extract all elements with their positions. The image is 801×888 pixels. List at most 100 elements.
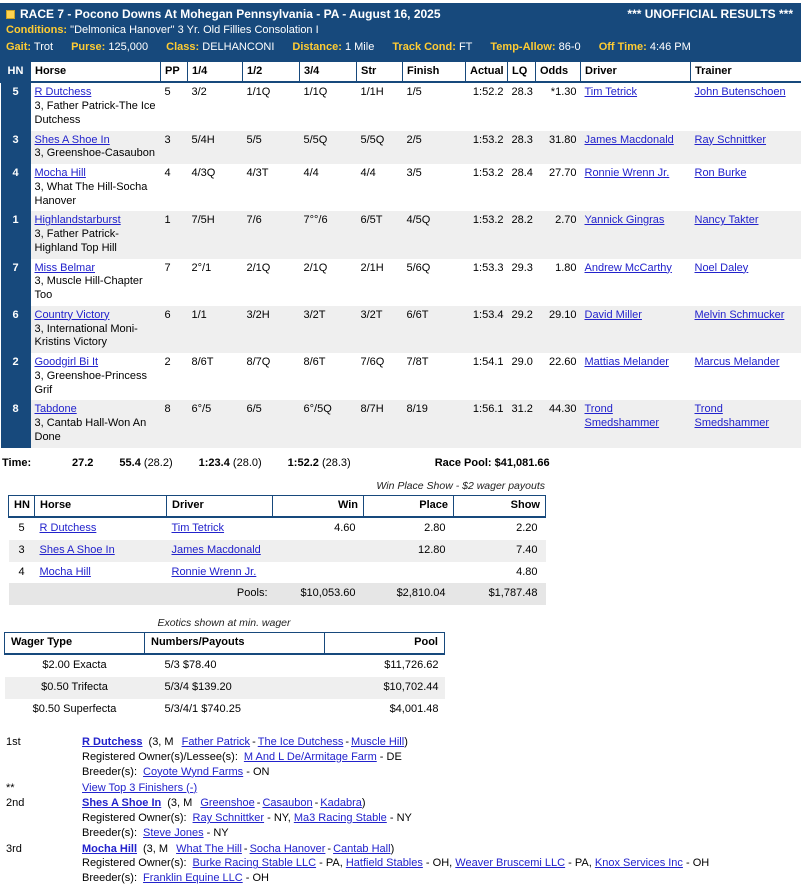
show-payout: 2.20 [454, 517, 546, 540]
horse-link[interactable]: Tabdone [35, 403, 77, 415]
horse-link[interactable]: Shes A Shoe In [35, 134, 110, 146]
driver-cell: Yannick Gingras [581, 211, 691, 258]
actual-time: 1:53.2 [466, 164, 508, 211]
driver-link[interactable]: Mattias Melander [585, 356, 669, 368]
finish-call: 4/5Q [403, 211, 466, 258]
wager-type: $2.00 Exacta [5, 654, 145, 677]
trainer-cell: Melvin Schmucker [691, 306, 801, 353]
info-distance: Distance: 1 Mile [292, 41, 374, 55]
dam-link[interactable]: The Ice Dutchess [258, 736, 344, 748]
wps-col-horse: Horse [35, 496, 167, 517]
wps-section: Win Place Show - $2 wager payouts HN Hor… [8, 480, 545, 605]
sire-link[interactable]: What The Hill [176, 843, 242, 855]
horse-link[interactable]: R Dutchess [82, 736, 143, 748]
trainer-link[interactable]: Marcus Melander [695, 356, 780, 368]
wager-numbers-payout: 5/3 $78.40 [145, 654, 325, 677]
horse-link[interactable]: Mocha Hill [35, 167, 86, 179]
trainer-link[interactable]: Noel Daley [695, 262, 749, 274]
horse-link[interactable]: Goodgirl Bi It [35, 356, 99, 368]
trainer-link[interactable]: Trond Smedshammer [695, 403, 770, 429]
race-marker-icon [6, 10, 15, 19]
quarter-call: 3/2 [188, 82, 243, 130]
trainer-link[interactable]: Nancy Takter [695, 214, 759, 226]
exotics-row: $0.50 Trifecta 5/3/4 $139.20 $10,702.44 [5, 677, 445, 699]
trainer-cell: Marcus Melander [691, 353, 801, 400]
exotics-row: $0.50 Superfecta 5/3/4/1 $740.25 $4,001.… [5, 699, 445, 721]
col-lq: LQ [508, 61, 536, 82]
odds-value: 2.70 [536, 211, 581, 258]
driver-cell: James Macdonald [581, 131, 691, 165]
unofficial-results-label: *** UNOFFICIAL RESULTS *** [627, 7, 793, 22]
view-top-3-finishers-link[interactable]: View Top 3 Finishers (-) [82, 782, 197, 794]
owner-link[interactable]: Ray Schnittker [193, 812, 265, 824]
wps-pools-row: Pools: $10,053.60 $2,810.04 $1,787.48 [9, 583, 546, 605]
driver-link[interactable]: James Macdonald [585, 134, 674, 146]
stretch-call: 4/4 [357, 164, 403, 211]
wps-horse-cell: Shes A Shoe In [35, 540, 167, 562]
driver-link[interactable]: Tim Tetrick [172, 522, 225, 534]
wps-horse-cell: R Dutchess [35, 517, 167, 540]
driver-link[interactable]: Tim Tetrick [585, 86, 638, 98]
driver-link[interactable]: David Miller [585, 309, 642, 321]
driver-link[interactable]: Ronnie Wrenn Jr. [585, 167, 670, 179]
driver-link[interactable]: Ronnie Wrenn Jr. [172, 566, 257, 578]
horse-link[interactable]: Country Victory [35, 309, 110, 321]
finish-call: 3/5 [403, 164, 466, 211]
horse-number: 5 [1, 82, 31, 130]
horse-link[interactable]: R Dutchess [40, 522, 97, 534]
driver-link[interactable]: James Macdonald [172, 544, 261, 556]
col-odds: Odds [536, 61, 581, 82]
pp-value: 6 [161, 306, 188, 353]
driver-cell: Trond Smedshammer [581, 400, 691, 447]
horse-pedigree: 3, Father Patrick-The Ice Dutchess [35, 100, 157, 128]
horse-link[interactable]: Shes A Shoe In [82, 797, 161, 809]
quarter-call: 5/4H [188, 131, 243, 165]
breeder-link[interactable]: Franklin Equine LLC [143, 872, 243, 884]
breeder-link[interactable]: Steve Jones [143, 827, 204, 839]
last-quarter: 28.4 [508, 164, 536, 211]
owner-link[interactable]: Burke Racing Stable LLC [193, 857, 317, 869]
horse-link[interactable]: Mocha Hill [82, 843, 137, 855]
sire-link[interactable]: Greenshoe [200, 797, 254, 809]
owner-link[interactable]: Hatfield Stables [346, 857, 423, 869]
dam-link[interactable]: Socha Hanover [250, 843, 326, 855]
driver-link[interactable]: Yannick Gingras [585, 214, 665, 226]
breeder-link[interactable]: Coyote Wynd Farms [143, 766, 243, 778]
damsire-link[interactable]: Muscle Hill [351, 736, 404, 748]
dam-link[interactable]: Casaubon [262, 797, 312, 809]
trainer-link[interactable]: John Butenschoen [695, 86, 786, 98]
horse-link[interactable]: Highlandstarburst [35, 214, 121, 226]
owner-link[interactable]: Weaver Bruscemi LLC [455, 857, 565, 869]
stretch-call: 2/1H [357, 259, 403, 306]
stretch-call: 8/7H [357, 400, 403, 447]
horse-link[interactable]: Miss Belmar [35, 262, 96, 274]
trainer-link[interactable]: Melvin Schmucker [695, 309, 785, 321]
horse-link[interactable]: Mocha Hill [40, 566, 91, 578]
horse-number: 2 [1, 353, 31, 400]
driver-link[interactable]: Trond Smedshammer [585, 403, 660, 429]
owner-link[interactable]: M And L De/Armitage Farm [244, 751, 377, 763]
horse-link[interactable]: Shes A Shoe In [40, 544, 115, 556]
exotics-caption: Exotics shown at min. wager [4, 617, 444, 632]
wps-table: HN Horse Driver Win Place Show 5 R Dutch… [8, 495, 546, 605]
driver-link[interactable]: Andrew McCarthy [585, 262, 672, 274]
trainer-link[interactable]: Ron Burke [695, 167, 747, 179]
damsire-link[interactable]: Cantab Hall [333, 843, 390, 855]
half-call: 7/6 [243, 211, 300, 258]
col-finish: Finish [403, 61, 466, 82]
horse-link[interactable]: R Dutchess [35, 86, 92, 98]
trainer-link[interactable]: Ray Schnittker [695, 134, 767, 146]
damsire-link[interactable]: Kadabra [320, 797, 362, 809]
sire-link[interactable]: Father Patrick [182, 736, 250, 748]
wps-header-row: HN Horse Driver Win Place Show [9, 496, 546, 517]
owner-link[interactable]: Ma3 Racing Stable [294, 812, 387, 824]
driver-cell: David Miller [581, 306, 691, 353]
owner-link[interactable]: Knox Services Inc [595, 857, 683, 869]
wps-hn: 4 [9, 562, 35, 584]
